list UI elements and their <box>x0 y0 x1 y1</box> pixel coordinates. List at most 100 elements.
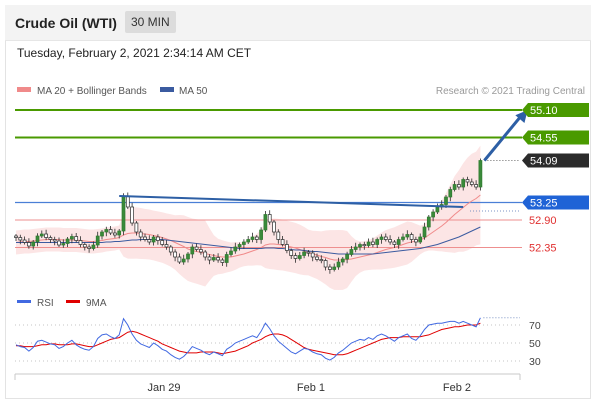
rsi-tick-70: 70 <box>529 320 541 332</box>
level-flags-layer: 55.10 54.55 54.09 53.25 52.90 52.35 <box>522 103 589 255</box>
candle <box>57 237 61 247</box>
candle-body-down <box>78 240 83 245</box>
interval-button[interactable]: 30 MIN <box>125 11 176 33</box>
candle <box>285 240 289 254</box>
candle-body-up <box>121 195 126 232</box>
bollinger-band-layer <box>16 145 481 290</box>
candle <box>375 237 380 248</box>
candle-body-down <box>57 240 61 246</box>
level-lines-layer <box>15 109 522 248</box>
candle <box>70 233 74 244</box>
candle-body-down <box>469 181 474 185</box>
candle-body-up <box>345 254 349 260</box>
candle <box>186 252 190 263</box>
candle <box>78 236 83 248</box>
candle <box>358 242 362 251</box>
candle-body-down <box>457 184 461 188</box>
level-flag-55.10 <box>522 103 589 117</box>
candle-body-up <box>452 184 457 190</box>
candle-body-up <box>401 236 405 240</box>
candle-body-up <box>444 196 448 205</box>
candle-body-down <box>254 236 259 240</box>
candle <box>229 247 233 257</box>
candle-body-down <box>87 246 91 249</box>
timestamp: Tuesday, February 2, 2021 2:34:14 AM CET <box>17 46 252 60</box>
candle-body-down <box>168 246 173 253</box>
candle-body-down <box>14 235 18 238</box>
candle <box>254 235 259 243</box>
candle-body-down <box>220 259 225 263</box>
candle <box>293 252 298 263</box>
candle <box>267 210 272 225</box>
candle-body-up <box>181 258 186 263</box>
candle <box>233 242 238 254</box>
candle <box>431 209 435 222</box>
level-flag-53.25 <box>522 195 589 210</box>
candle-body-down <box>164 244 169 248</box>
candle-body-down <box>143 236 147 240</box>
candle-body-up <box>246 239 251 243</box>
candle-body-up <box>349 249 354 255</box>
candle <box>194 243 199 252</box>
candle <box>242 239 246 249</box>
candle <box>383 233 388 242</box>
candle <box>409 232 414 243</box>
ma20-legend-label: MA 20 + Bollinger Bands <box>37 86 147 97</box>
candle-body-down <box>18 237 23 241</box>
candle-body-down <box>52 239 57 242</box>
level-label-54.55: 54.55 <box>530 133 558 145</box>
candle-body-up <box>190 246 195 255</box>
candle <box>272 220 276 236</box>
candle-body-down <box>160 240 165 245</box>
candle <box>237 242 242 251</box>
candle <box>87 244 91 253</box>
candle <box>362 241 367 250</box>
candle <box>250 232 255 243</box>
candle-body-down <box>82 244 87 248</box>
candle-body-down <box>125 195 130 208</box>
candle-body-up <box>186 253 190 260</box>
candle-body-down <box>280 239 285 245</box>
candle <box>100 230 104 240</box>
candle-body-down <box>323 260 328 268</box>
candle-body-down <box>293 255 298 259</box>
credit-text: Research © 2021 Trading Central <box>436 86 585 97</box>
candle <box>190 244 195 259</box>
candle <box>345 251 349 264</box>
candle-body-up <box>61 243 66 246</box>
candle <box>168 245 173 256</box>
candle <box>220 258 225 266</box>
candle-body-up <box>353 246 358 250</box>
candle-body-up <box>431 211 435 218</box>
candle <box>405 230 410 240</box>
ma20-legend-swatch <box>17 87 31 92</box>
candle <box>65 237 70 247</box>
candle-body-down <box>203 251 208 258</box>
candle-body-up <box>100 231 104 237</box>
candle <box>465 176 470 187</box>
candle-body-down <box>272 221 276 233</box>
candle <box>203 250 208 261</box>
level-flag-54.55 <box>522 130 589 145</box>
candle-body-up <box>237 244 242 248</box>
candle-body-down <box>474 184 478 188</box>
candle-body-up <box>461 179 466 188</box>
candle-body-up <box>70 236 74 240</box>
candle <box>14 234 18 241</box>
candle <box>315 253 319 262</box>
candle <box>366 238 371 248</box>
candle <box>82 242 87 251</box>
candle <box>95 231 100 248</box>
candle-body-up <box>340 258 345 263</box>
candle-body-down <box>156 236 160 241</box>
candle-body-down <box>315 256 319 260</box>
candle-body-up <box>95 235 100 246</box>
candle-body-up <box>336 261 341 268</box>
level-label-53.25: 53.25 <box>530 198 558 210</box>
candle-body-down <box>177 256 182 263</box>
candle-body-down <box>267 214 272 223</box>
candle <box>353 242 358 253</box>
instrument-title: Crude Oil (WTI) <box>15 15 117 31</box>
candle-body-down <box>285 244 289 251</box>
rsi-legend-label: RSI <box>37 298 54 309</box>
